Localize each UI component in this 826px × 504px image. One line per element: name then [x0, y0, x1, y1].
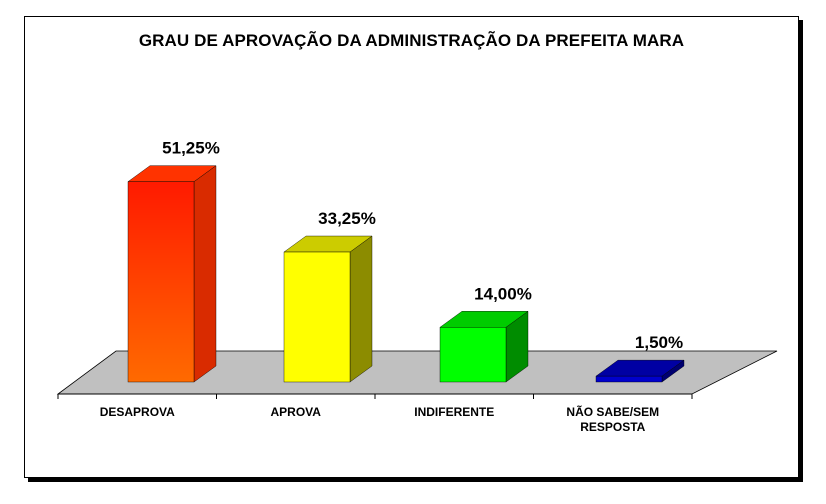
- bar-1: [127, 165, 217, 383]
- bar-front: [283, 251, 351, 383]
- value-label: 14,00%: [474, 284, 532, 303]
- category-label: NÃO SABE/SEM RESPOSTA: [566, 404, 659, 434]
- value-label: 1,50%: [635, 333, 683, 352]
- value-label: 33,25%: [318, 209, 376, 228]
- bar-side: [193, 165, 217, 383]
- bar-3: [439, 310, 529, 383]
- bar-side: [349, 235, 373, 383]
- bar-front: [127, 181, 195, 383]
- bar-4: [595, 359, 685, 383]
- chart-title: GRAU DE APROVAÇÃO DA ADMINISTRAÇÃO DA PR…: [138, 31, 685, 50]
- value-label: 51,25%: [162, 139, 220, 158]
- chart-frame: GRAU DE APROVAÇÃO DA ADMINISTRAÇÃO DA PR…: [24, 16, 799, 478]
- category-label: DESAPROVA: [100, 405, 175, 419]
- category-label: APROVA: [271, 405, 322, 419]
- bar-2: [283, 235, 373, 383]
- category-label: INDIFERENTE: [414, 405, 494, 419]
- bar-front: [595, 375, 663, 383]
- bar-front: [439, 327, 507, 383]
- bar-chart: 51,25% DESAPROVA 33,25% APROVA 14,00% INDIFER…: [56, 139, 778, 434]
